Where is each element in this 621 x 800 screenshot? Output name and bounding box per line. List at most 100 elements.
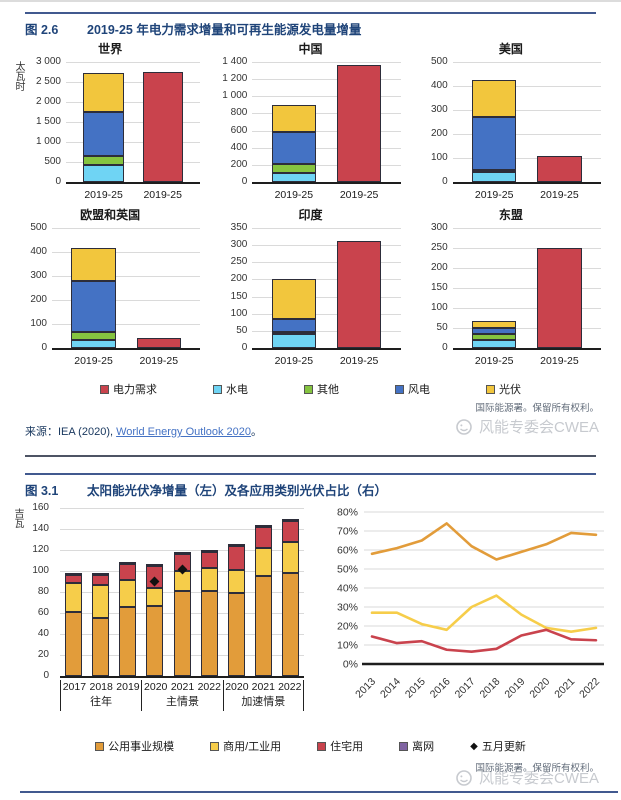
- gridline: [252, 313, 401, 315]
- pv-application-share-chart: 0% 10% 20% 30% 40% 50% 60% 70% 80% 2013 2014 2015 20…: [318, 502, 618, 734]
- y-axis: 350 300 250 200 150 100 50 0: [212, 222, 252, 354]
- year-label: 2022: [278, 681, 302, 693]
- legend-swatch: [399, 741, 409, 751]
- bar-segment-公用事业规模: [173, 590, 191, 676]
- group-往年: 2017 2018 2019 往年: [60, 680, 141, 711]
- bar-segment-商用/工业用: [281, 541, 299, 574]
- stacked-bar-1: [65, 573, 83, 676]
- gridline: [452, 328, 601, 329]
- rights-text: 国际能源署。保留所有权利。: [475, 763, 599, 774]
- y-axis-tick-label: 60: [37, 607, 49, 618]
- bar-segment-离网: [227, 543, 245, 546]
- y-axis-tick-label: 100: [430, 302, 448, 313]
- legend-item-五月更新: ◆ 五月更新: [470, 738, 526, 754]
- gridline: [252, 245, 401, 247]
- bar-segment-光伏: [83, 73, 124, 112]
- y-axis-tick-label: 200: [430, 128, 448, 139]
- watermark: 风能专委会CWEA: [454, 767, 599, 788]
- x-axis-labels: 2019-25 2019-25: [453, 354, 601, 369]
- y-axis-tick-label: 60%: [337, 545, 358, 557]
- y-axis-tick-label: 350: [230, 222, 248, 233]
- y-axis: 160 140 120 100 80 60 40 20 0: [22, 502, 54, 682]
- chart-body: 350 300 250 200 150 100 50 0: [212, 222, 408, 354]
- stacked-bar-3: [119, 561, 137, 676]
- y-axis-tick-label: 50: [236, 324, 248, 336]
- stacked-bar-4: [146, 563, 164, 676]
- group-years: 2020 2021 2022: [224, 680, 303, 695]
- gridline: [452, 308, 601, 309]
- bar-segment-风电: [271, 318, 317, 333]
- figure-2-6-label: 图 2.6: [25, 23, 59, 37]
- y-axis-tick-label: 300: [230, 239, 248, 251]
- bottom-border-line: [20, 791, 618, 793]
- x-axis-label: 2019-25: [339, 355, 379, 367]
- mini-chart-usa: 美国 500 400 300 200 100 0 2019-25 2019-25: [411, 41, 611, 207]
- y-axis-tick-label: 120: [32, 544, 49, 555]
- bar-segment-水电: [83, 165, 124, 182]
- gridline: [52, 324, 201, 325]
- y-axis-tick-label: 800: [230, 107, 248, 119]
- bar-segment-离网: [119, 561, 137, 564]
- group-name: 主情景: [165, 696, 199, 708]
- gridline: [452, 134, 601, 135]
- x-axis-label: 2019-25: [139, 355, 179, 367]
- bar-segment-商用/工业用: [227, 569, 245, 594]
- x-axis-labels: 2019-25 2019-25: [66, 188, 200, 203]
- gridline: [66, 102, 201, 103]
- x-axis-tick-label: 2014: [378, 676, 403, 701]
- chart-body: 1 400 1 200 1 000 800 600 400 200 0: [212, 56, 408, 188]
- plot-wrap: [252, 223, 408, 354]
- bar-segment-公用事业规模: [119, 606, 137, 676]
- bar-segment-水电: [471, 340, 517, 348]
- y-axis-tick-label: 300: [430, 104, 448, 115]
- bar-segment-公用事业规模: [200, 590, 218, 676]
- gridline: [252, 79, 401, 81]
- legend-item-离网: 离网: [399, 738, 434, 754]
- legend-item-公用事业规模: 公用事业规模: [95, 738, 174, 754]
- plot-area: [52, 228, 201, 350]
- x-axis-labels: 2019-25 2019-25: [52, 354, 200, 369]
- legend-item-电力需求: 电力需求: [100, 381, 157, 397]
- gridline: [66, 62, 201, 63]
- y-axis-tick-label: 400: [230, 141, 248, 153]
- bar-segment-水电: [271, 334, 317, 348]
- bar-segment-住宅用: [281, 520, 299, 542]
- bar-segment-商用/工业用: [200, 567, 218, 591]
- bar-segment-离网: [200, 550, 218, 553]
- gridline: [252, 228, 401, 229]
- bar-segment-公用事业规模: [254, 576, 272, 676]
- gridline: [66, 162, 201, 163]
- plot-area: [252, 62, 401, 184]
- year-label: 2020: [225, 681, 249, 693]
- x-axis-tick-label: 2013: [353, 676, 378, 701]
- bar-segment-公用事业规模: [65, 611, 83, 676]
- bar-segment-风电: [271, 131, 317, 164]
- x-axis-label: 2019-25: [274, 189, 314, 201]
- stacked-bar-6: [200, 550, 218, 676]
- gridline: [252, 164, 401, 166]
- gridline: [66, 82, 201, 83]
- figure-3-1-header: 图 3.1 太阳能光伏净增量（左）及各应用类别光伏占比（右）: [0, 475, 621, 502]
- y-axis-tick-label: 400: [30, 246, 47, 257]
- bar-segment-住宅用: [119, 563, 137, 581]
- bar-segment-其他: [71, 331, 116, 340]
- y-axis-tick-label: 250: [430, 242, 448, 253]
- plot-area: [60, 508, 304, 678]
- y-axis-tick-label: 1 200: [222, 73, 248, 85]
- pv-net-additions-chart: 吉瓦 160 140 120 100 80 60 40 20 0 2017 2018 2019 往年 202…: [6, 502, 318, 732]
- section-divider-line: [25, 455, 596, 457]
- bar-segment-光伏: [271, 104, 317, 132]
- x-axis-tick-label: 2019: [502, 676, 527, 701]
- source-link[interactable]: World Energy Outlook 2020: [116, 426, 252, 438]
- y-axis: 500 400 300 200 100 0: [12, 222, 52, 354]
- bar-segment-公用事业规模: [227, 593, 245, 676]
- x-axis-labels: 2019-25 2019-25: [252, 188, 400, 203]
- year-label: 2021: [170, 681, 195, 693]
- gridline: [452, 248, 601, 249]
- bar-segment-电力需求: [537, 156, 582, 182]
- legend-swatch: [95, 741, 105, 751]
- year-label: 2021: [251, 681, 275, 693]
- group-主情景: 2020 2021 2022 主情景: [141, 680, 222, 711]
- chart-title: 印度: [298, 208, 323, 222]
- x-axis-labels: 2019-25 2019-25: [453, 188, 601, 203]
